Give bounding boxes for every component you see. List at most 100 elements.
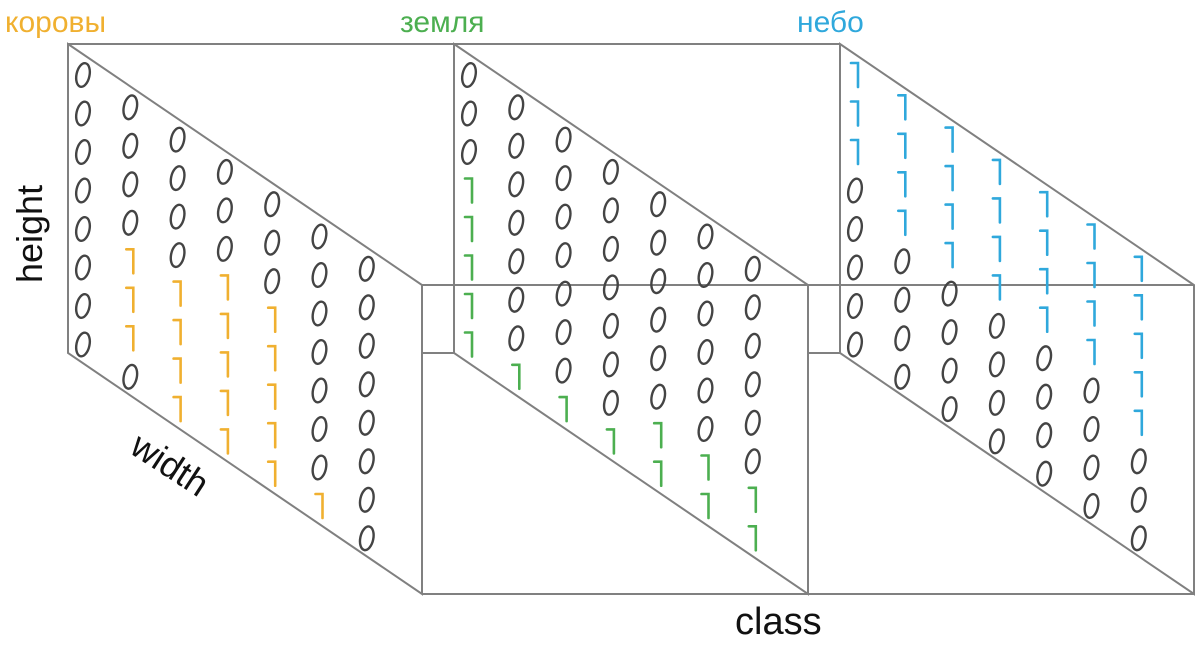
cell-one	[944, 203, 954, 230]
class-label-ground: земля	[400, 6, 484, 39]
cell-zero	[1130, 448, 1147, 475]
cell-zero	[460, 100, 478, 127]
cell-zero	[1130, 486, 1147, 513]
cell-zero	[555, 126, 572, 153]
cell-zero	[311, 454, 328, 481]
cell-one	[266, 344, 277, 372]
cell-zero	[460, 61, 478, 89]
cell-one	[266, 306, 277, 333]
cell-one	[1038, 229, 1049, 256]
cell-one	[463, 177, 474, 204]
cell-zero	[894, 286, 911, 313]
cell-one	[1133, 409, 1144, 437]
cell-zero	[650, 345, 667, 372]
cell-zero	[216, 197, 233, 224]
cell-zero	[697, 377, 714, 404]
cell-one	[700, 492, 710, 520]
cell-one	[849, 138, 860, 166]
cell-zero	[602, 312, 619, 339]
cell-one	[266, 383, 277, 410]
cell-one	[991, 274, 1002, 301]
cell-one	[266, 460, 277, 487]
cell-zero	[508, 171, 525, 198]
cell-zero	[74, 61, 92, 89]
cell-one	[897, 94, 907, 121]
cell-zero	[555, 280, 572, 307]
cell-one	[463, 331, 474, 358]
cell-zero	[358, 255, 375, 282]
cell-zero	[122, 132, 139, 159]
cell-zero	[74, 215, 92, 243]
cell-zero	[311, 415, 328, 443]
cell-one	[172, 357, 182, 384]
cell-zero	[988, 312, 1005, 339]
cell-one	[991, 235, 1002, 263]
cell-zero	[941, 357, 958, 384]
cell-zero	[264, 229, 281, 256]
cell-one	[747, 486, 758, 514]
cell-zero	[941, 396, 958, 423]
cell-one	[125, 325, 135, 352]
cell-one	[558, 395, 568, 423]
cell-one	[463, 254, 474, 281]
cell-zero	[508, 325, 525, 352]
cell-zero	[602, 197, 619, 224]
cell-one	[219, 312, 230, 340]
labels: коровы земля небо height width class	[5, 6, 864, 643]
cell-one	[125, 286, 135, 314]
cell-one	[125, 248, 135, 275]
cell-zero	[74, 138, 92, 166]
cell-zero	[846, 215, 864, 243]
cell-zero	[311, 377, 328, 404]
cell-one	[510, 363, 521, 391]
cell-zero	[555, 319, 572, 346]
cell-zero	[650, 229, 667, 256]
cell-zero	[169, 203, 186, 230]
cell-zero	[894, 248, 911, 275]
cell-zero	[941, 280, 958, 307]
cell-zero	[264, 268, 281, 295]
cell-zero	[508, 248, 525, 275]
cell-one	[172, 280, 182, 307]
cell-zero	[358, 332, 375, 359]
cell-zero	[602, 274, 619, 301]
cuboid-edges	[67, 42, 1195, 596]
cell-one	[747, 525, 758, 552]
cell-one	[1038, 190, 1049, 218]
cell-one	[849, 61, 860, 89]
cell-one	[314, 492, 324, 520]
axis-label-class: class	[735, 601, 822, 643]
cell-zero	[74, 100, 92, 127]
cell-zero	[311, 223, 328, 250]
cell-one	[897, 171, 907, 198]
cell-zero	[169, 126, 186, 153]
cell-zero	[650, 306, 667, 333]
cell-one	[219, 389, 230, 417]
cell-zero	[602, 235, 619, 262]
cell-one	[944, 164, 954, 192]
cell-one	[897, 209, 907, 237]
cell-one	[652, 421, 663, 449]
cell-zero	[650, 191, 667, 218]
cell-zero	[311, 338, 328, 366]
cell-zero	[602, 389, 619, 416]
cell-zero	[508, 132, 525, 159]
cell-one	[991, 158, 1002, 186]
cell-zero	[744, 294, 761, 321]
cell-zero	[1130, 525, 1147, 552]
grid-cells	[74, 61, 1147, 552]
cell-one	[266, 421, 277, 449]
cell-zero	[1083, 492, 1100, 520]
cell-one	[1038, 306, 1049, 333]
cell-zero	[358, 294, 375, 321]
cell-zero	[555, 165, 572, 192]
cell-zero	[697, 338, 714, 366]
cell-zero	[74, 177, 92, 204]
cell-zero	[264, 191, 281, 218]
cell-zero	[744, 371, 761, 398]
cell-zero	[358, 371, 375, 398]
cell-zero	[894, 325, 911, 352]
cell-one	[849, 100, 860, 127]
cell-zero	[74, 254, 92, 281]
cell-one	[463, 215, 474, 243]
